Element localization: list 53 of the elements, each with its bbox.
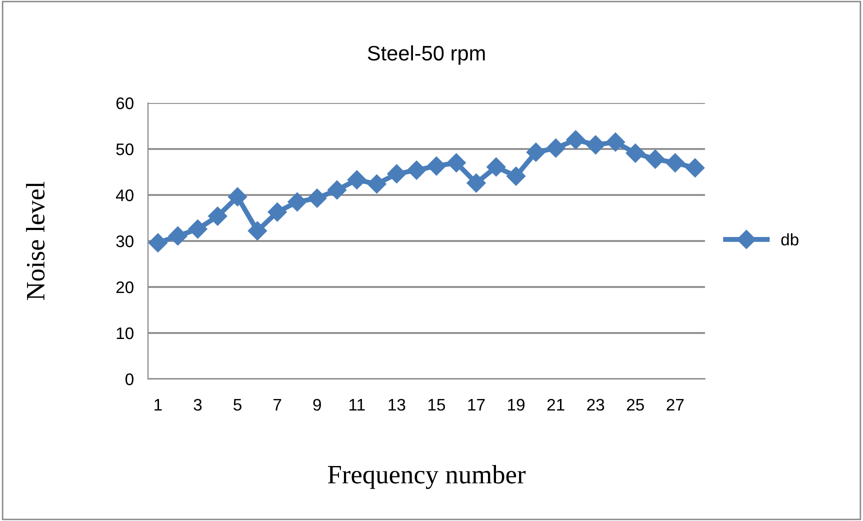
point xyxy=(248,221,267,240)
x-tick-label: 17 xyxy=(468,399,485,411)
y-tick-label: 20 xyxy=(116,281,134,294)
point xyxy=(347,170,366,190)
point xyxy=(426,156,446,176)
point xyxy=(666,153,685,172)
x-tick-label: 19 xyxy=(508,398,524,411)
point xyxy=(188,220,208,239)
x-tick-label: 15 xyxy=(428,399,446,411)
x-tick-label: 3 xyxy=(194,398,202,411)
point xyxy=(387,164,406,184)
x-tick-label: 9 xyxy=(313,398,321,411)
point xyxy=(506,166,526,186)
y-tick-label: 60 xyxy=(116,97,134,110)
x-axis-title: Frequency number xyxy=(328,464,526,490)
x-tick-label: 5 xyxy=(234,399,242,411)
point xyxy=(446,153,466,172)
x-tick-label: 27 xyxy=(666,398,684,411)
point xyxy=(546,138,566,158)
point xyxy=(327,180,347,200)
point xyxy=(288,192,307,212)
point xyxy=(168,226,188,246)
point xyxy=(407,160,426,180)
point xyxy=(367,174,386,194)
point xyxy=(526,142,546,162)
legend-label: db xyxy=(781,233,798,246)
x-tick-label: 23 xyxy=(587,398,604,411)
x-tick-label: 1 xyxy=(154,399,162,411)
point xyxy=(626,144,645,163)
x-tick-label: 21 xyxy=(547,398,564,411)
y-tick-label: 0 xyxy=(125,373,134,386)
point xyxy=(586,135,606,154)
point xyxy=(646,150,665,169)
point xyxy=(208,206,228,226)
chart-title: Steel-50 rpm xyxy=(368,45,485,65)
x-tick-label: 13 xyxy=(388,398,406,411)
point xyxy=(686,158,705,178)
y-tick-label: 40 xyxy=(116,189,134,202)
y-tick-label: 10 xyxy=(116,327,134,340)
x-tick-label: 7 xyxy=(274,399,282,411)
x-tick-label: 11 xyxy=(349,399,365,411)
point xyxy=(466,174,486,193)
y-tick-label: 50 xyxy=(116,143,134,156)
point xyxy=(566,130,586,150)
x-tick-label: 25 xyxy=(626,398,644,411)
point xyxy=(268,202,287,222)
y-tick-label: 30 xyxy=(116,235,134,248)
point xyxy=(606,132,626,152)
point xyxy=(486,157,506,176)
point xyxy=(228,187,248,206)
point xyxy=(148,233,168,252)
y-axis-title: Noise level xyxy=(26,182,45,300)
point xyxy=(308,188,327,208)
